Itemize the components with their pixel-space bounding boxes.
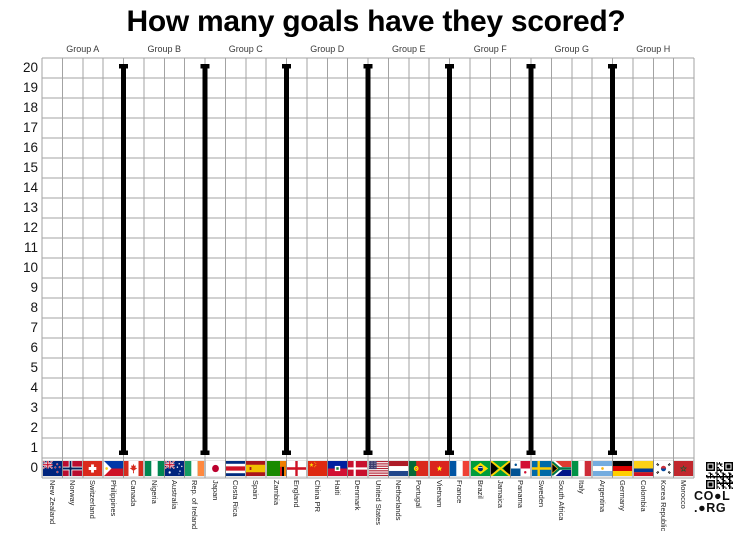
group-label: Group G <box>554 44 590 54</box>
y-axis-tick: 0 <box>30 460 38 475</box>
flag-england-icon <box>287 461 307 476</box>
team-label: Jamaica <box>495 480 505 508</box>
team-label: Australia <box>169 480 179 510</box>
flag-portugal-icon <box>409 461 429 476</box>
team-label: Zambia <box>271 480 281 506</box>
team-label: Vietnam <box>434 480 444 508</box>
flag-philippines-icon <box>103 461 123 476</box>
team-label: Argentina <box>597 480 607 513</box>
group-label: Group F <box>473 44 507 54</box>
cool-org-logo: CO●L .●RG <box>694 489 731 515</box>
flag-switzerland-icon <box>83 461 103 476</box>
page-title: How many goals have they scored? <box>126 5 626 38</box>
flag-korea-republic-icon <box>653 461 673 476</box>
y-axis-tick: 8 <box>30 300 38 315</box>
y-axis-tick: 6 <box>30 340 38 355</box>
flag-canada-icon <box>124 461 144 476</box>
y-axis-tick: 18 <box>22 100 38 115</box>
team-label: Korea Republic <box>658 480 668 532</box>
y-axis-tick: 5 <box>30 360 38 375</box>
team-label: Rep. of Ireland <box>190 480 200 530</box>
flag-haiti-icon <box>327 461 347 476</box>
flag-denmark-icon <box>348 461 368 476</box>
y-axis-tick: 16 <box>22 140 38 155</box>
flag-china-icon <box>307 461 327 476</box>
team-label: China PR <box>312 480 322 513</box>
team-label: Morocco <box>679 480 689 509</box>
flag-jamaica-icon <box>490 461 510 476</box>
y-axis-tick: 2 <box>30 420 38 435</box>
flag-japan-icon <box>205 461 225 476</box>
logo-line: .●RG <box>694 500 727 515</box>
y-axis-tick: 1 <box>30 440 38 455</box>
team-label: Costa Rica <box>231 480 241 517</box>
team-label: United States <box>373 480 383 526</box>
team-label: Spain <box>251 480 261 500</box>
logo-line: CO●L <box>694 489 731 503</box>
group-label: Group C <box>228 44 263 54</box>
team-label: Portugal <box>414 480 424 508</box>
flag-nigeria-icon <box>144 461 164 476</box>
team-label: Sweden <box>536 480 546 508</box>
flag-brazil-icon <box>470 461 490 476</box>
team-label: Haiti <box>332 480 342 496</box>
team-label: Switzerland <box>88 480 98 519</box>
group-label: Group A <box>66 44 100 54</box>
y-axis-tick: 9 <box>30 280 38 295</box>
group-label: Group H <box>636 44 671 54</box>
team-label: New Zealand <box>47 480 57 525</box>
team-label: Italy <box>577 480 587 494</box>
y-axis-tick: 12 <box>22 220 38 235</box>
flag-new-zealand-icon <box>42 461 62 476</box>
y-axis-tick: 17 <box>22 120 38 135</box>
team-label: Denmark <box>353 480 363 511</box>
team-label: Philippines <box>108 480 118 517</box>
team-label: Canada <box>129 480 139 507</box>
group-label: Group B <box>147 44 182 54</box>
flag-germany-icon <box>613 461 633 476</box>
y-axis-tick: 10 <box>22 260 38 275</box>
y-axis-tick: 11 <box>23 240 38 255</box>
flag-spain-icon <box>246 461 266 476</box>
team-label: Japan <box>210 480 220 501</box>
team-label: Nigeria <box>149 480 159 504</box>
y-axis-tick: 3 <box>30 400 38 415</box>
team-label: Brazil <box>475 480 485 499</box>
flag-vietnam-icon <box>429 461 449 476</box>
y-axis-tick: 19 <box>22 80 38 95</box>
flag-australia-icon <box>164 461 184 476</box>
flag-colombia-icon <box>633 461 653 476</box>
flag-netherlands-icon <box>389 461 409 476</box>
flag-ireland-icon <box>185 461 205 476</box>
team-label: England <box>292 480 302 508</box>
team-label: Norway <box>68 480 78 506</box>
flag-argentina-icon <box>592 461 612 476</box>
flag-france-icon <box>450 461 470 476</box>
y-axis-tick: 13 <box>22 200 38 215</box>
flag-sweden-icon <box>531 461 551 476</box>
y-axis-tick: 4 <box>30 380 38 395</box>
team-label: Netherlands <box>394 480 404 521</box>
team-label: Colombia <box>638 480 648 512</box>
qr-code-icon <box>706 462 733 494</box>
flag-zambia-icon <box>266 461 286 476</box>
team-label: South Africa <box>557 480 567 521</box>
flag-costa-rica-icon <box>226 461 246 476</box>
group-label: Group D <box>310 44 345 54</box>
y-axis-tick: 15 <box>22 160 38 175</box>
flag-south-africa-icon <box>552 461 572 476</box>
flag-norway-icon <box>63 461 83 476</box>
y-axis-tick: 14 <box>22 180 38 195</box>
y-axis-tick: 20 <box>22 60 38 75</box>
flag-panama-icon <box>511 461 531 476</box>
team-label: Germany <box>618 480 628 511</box>
flag-morocco-icon <box>674 461 694 476</box>
flag-italy-icon <box>572 461 592 476</box>
group-label: Group E <box>392 44 426 54</box>
team-label: France <box>455 480 465 504</box>
team-label: Panama <box>516 480 526 508</box>
y-axis-tick: 7 <box>30 320 38 335</box>
flag-united-states-icon <box>368 461 388 476</box>
